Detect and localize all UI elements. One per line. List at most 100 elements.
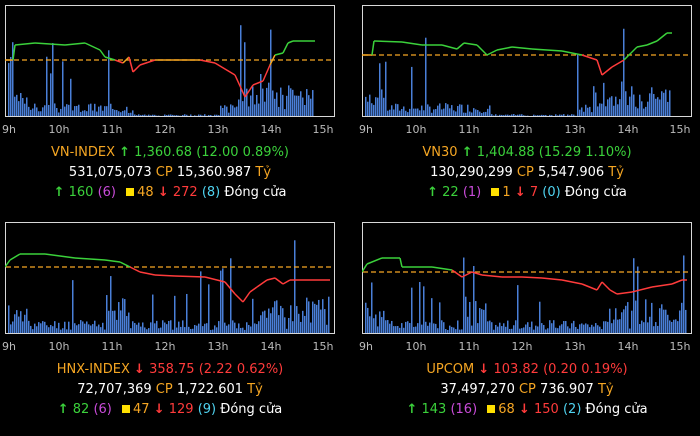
volume-bar (16, 94, 18, 116)
volume-bar (82, 110, 84, 116)
volume-bar (42, 107, 44, 116)
volume-bar (593, 86, 595, 116)
volume-bar (621, 81, 623, 116)
volume-bar (383, 310, 385, 333)
chart-frame (5, 222, 335, 334)
panel-hnx-index: 9h 10h 11h 12h 13h 14h 15h HNX-INDEX ↓ 358.75 … (2, 222, 335, 432)
volume-bar (543, 115, 545, 116)
volume-bar (326, 324, 328, 333)
volume-bar (124, 299, 126, 333)
volume-bar (268, 308, 270, 333)
x-axis-ticks: 9h 10h 11h 12h 13h 14h 15h (359, 340, 692, 354)
volume-bar (455, 329, 457, 333)
volume-bar (272, 90, 274, 116)
arrow-down-icon: ↓ (478, 362, 490, 377)
volume-bar (457, 320, 459, 333)
price-line-segment (531, 48, 563, 52)
volume-bar (220, 270, 222, 333)
volume-bar (32, 108, 34, 116)
index-headline: HNX-INDEX ↓ 358.75 (2.22 0.62%) (5, 360, 335, 380)
unchanged-count: 68 (498, 402, 515, 417)
volume-bar (296, 306, 298, 333)
price-line-segment (214, 62, 236, 76)
volume-bar (645, 106, 647, 116)
volume-bar (599, 326, 601, 333)
x-tick-label: 12h (511, 340, 533, 353)
volume-bar (467, 104, 469, 116)
volume-bar (228, 112, 230, 116)
volume-bar (280, 305, 282, 333)
volume-bar (383, 97, 385, 116)
index-change: (12.00 0.89%) (196, 145, 289, 160)
volume-bar (286, 328, 288, 333)
volume-bar (168, 114, 170, 116)
volume-bar (42, 321, 44, 333)
volume-bar (84, 110, 86, 116)
volume-bar (176, 327, 178, 333)
volume-bar (122, 110, 124, 116)
volume-bar (120, 310, 122, 333)
volume-bar (182, 320, 184, 333)
volume-bar (230, 258, 232, 333)
volume-bar (144, 114, 146, 116)
volume-bar (104, 106, 106, 116)
volume-bar (106, 295, 108, 333)
volume-bar (669, 320, 671, 333)
volume-bar (381, 317, 383, 333)
volume-bar (597, 106, 599, 116)
volume-bar (511, 114, 513, 116)
volume-bar (491, 114, 493, 116)
volume-bar (537, 326, 539, 333)
volume-bar (174, 115, 176, 116)
volume-bar (274, 98, 276, 116)
volume-bar (20, 311, 22, 333)
chart-vn-index (5, 5, 335, 117)
volume-bar (427, 104, 429, 116)
volume-bar (110, 276, 112, 333)
x-tick-label: 15h (312, 340, 334, 353)
volume-bar (421, 105, 423, 116)
volume-bar (172, 114, 174, 116)
volume-bar (76, 105, 78, 116)
index-headline: VN-INDEX ↑ 1,360.68 (12.00 0.89%) (5, 143, 335, 163)
volume-bar (489, 320, 491, 333)
volume-bar (413, 326, 415, 333)
volume-bar (292, 89, 294, 116)
volume-bar (230, 104, 232, 116)
volume-bar (631, 86, 633, 116)
volume-bar (262, 311, 264, 333)
price-line-segment (521, 276, 543, 279)
volume-bar (537, 115, 539, 116)
arrow-down-icon: ↓ (157, 185, 169, 200)
volume-bar (609, 308, 611, 333)
volume-bar (256, 94, 258, 116)
volume-bar (643, 108, 645, 116)
ceiling-count: (16) (450, 402, 478, 417)
x-tick-label: 10h (405, 340, 427, 353)
volume-bar (451, 105, 453, 116)
volume-bar (58, 112, 60, 116)
volume-bar (14, 314, 16, 333)
volume-bar (421, 324, 423, 333)
volume-bar (36, 107, 38, 116)
price-line-segment (252, 80, 264, 86)
index-name: HNX-INDEX (56, 362, 130, 377)
volume-bar (28, 106, 30, 116)
volume-bar (54, 321, 56, 333)
volume-bar (411, 66, 413, 116)
volume-bar (643, 322, 645, 333)
volume-bar (112, 310, 114, 333)
volume-bar (505, 114, 507, 116)
volume-bar (469, 111, 471, 116)
volume-bar (324, 309, 326, 333)
price-line-segment (581, 54, 598, 61)
volume-bar (669, 90, 671, 116)
volume-bar (415, 108, 417, 116)
unchanged-count: 48 (137, 185, 154, 200)
volume-bar (88, 104, 90, 116)
volume-bar (26, 308, 28, 333)
x-tick-label: 14h (617, 340, 639, 353)
price-line-segment (511, 46, 533, 50)
x-tick-label: 13h (207, 123, 229, 136)
volume-bar (617, 104, 619, 116)
